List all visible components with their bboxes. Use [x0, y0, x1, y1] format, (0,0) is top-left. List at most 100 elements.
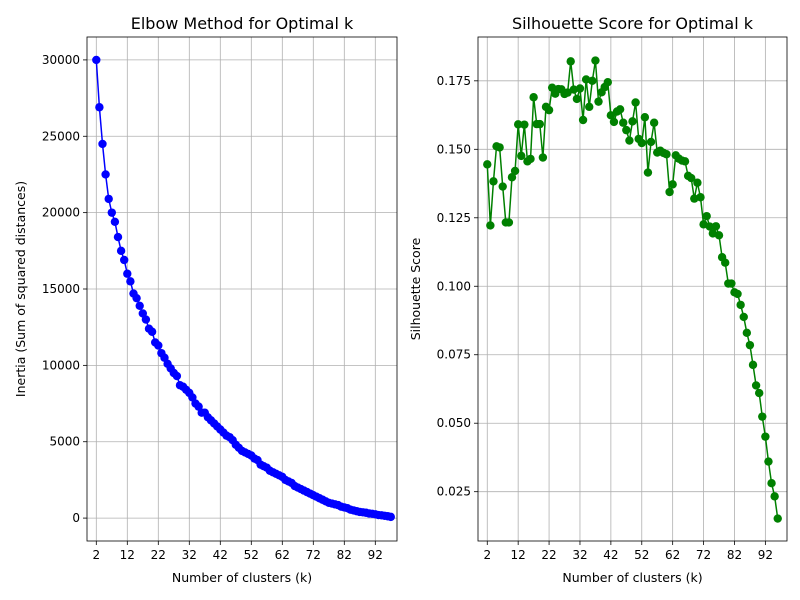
silhouette-y-tick-label: 0.100 — [437, 279, 471, 293]
elbow-data-point — [147, 327, 157, 336]
silhouette-data-point — [643, 168, 653, 177]
silhouette-chart-title: Silhouette Score for Optimal k — [512, 14, 754, 33]
elbow-x-tick-label: 72 — [306, 548, 321, 562]
elbow-data-point — [126, 277, 135, 286]
silhouette-data-point — [591, 56, 600, 65]
silhouette-plot-frame — [477, 36, 788, 542]
silhouette-data-point — [767, 479, 776, 488]
silhouette-data-point — [693, 178, 702, 187]
elbow-grid — [87, 37, 397, 541]
silhouette-chart-x-axis-label: Number of clusters (k) — [562, 570, 702, 585]
silhouette-data-point — [646, 137, 656, 147]
silhouette-y-tick-label: 0.050 — [437, 416, 471, 430]
elbow-data-point — [135, 301, 144, 310]
silhouette-data-point — [770, 492, 779, 501]
elbow-y-tick-label: 5000 — [49, 435, 80, 449]
silhouette-x-tick-label: 12 — [511, 548, 526, 562]
elbow-y-tick-label: 25000 — [42, 129, 80, 143]
elbow-y-tick-label: 10000 — [42, 358, 80, 372]
silhouette-data-point — [640, 113, 650, 122]
silhouette-chart-y-axis-label: Silhouette Score — [408, 237, 423, 340]
silhouette-data-point — [510, 166, 520, 176]
elbow-data-point — [92, 55, 101, 65]
silhouette-data-point — [736, 300, 745, 310]
silhouette-x-tick-label: 32 — [572, 548, 587, 562]
elbow-x-tick-label: 62 — [275, 548, 290, 562]
elbow-data-point — [101, 170, 110, 179]
elbow-chart-x-axis-label: Number of clusters (k) — [172, 570, 312, 585]
silhouette-x-tick-label: 62 — [665, 548, 680, 562]
silhouette-data-point — [535, 119, 544, 129]
silhouette-data-point — [609, 117, 619, 127]
elbow-x-tick-label: 12 — [120, 548, 135, 562]
silhouette-data-point — [606, 111, 616, 120]
silhouette-data-point — [538, 153, 548, 162]
elbow-x-tick-label: 42 — [213, 548, 228, 562]
elbow-data-point — [141, 315, 151, 324]
silhouette-data-point — [507, 173, 517, 182]
elbow-chart: Elbow Method for Optimal k Number of clu… — [13, 14, 398, 585]
silhouette-data-point — [504, 218, 514, 227]
silhouette-data-point — [575, 84, 585, 93]
elbow-plot-frame — [86, 36, 398, 542]
silhouette-data-point — [615, 105, 625, 114]
silhouette-y-tick-label: 0.025 — [437, 485, 471, 499]
silhouette-x-tick-label: 42 — [603, 548, 618, 562]
elbow-data-point — [132, 293, 141, 303]
elbow-x-tick-label: 52 — [244, 548, 259, 562]
elbow-y-tick-label: 0 — [72, 511, 80, 525]
elbow-x-tick-label: 22 — [151, 548, 166, 562]
silhouette-data-point — [517, 151, 526, 161]
silhouette-data-point — [761, 432, 770, 441]
elbow-ticks: 2 12 22 32 42 52 62 72 82 92 0 5000 10000 15000 20000 2… — [42, 53, 383, 562]
silhouette-data-point — [566, 57, 575, 66]
silhouette-data-point — [665, 187, 674, 197]
silhouette-data-point — [662, 150, 671, 159]
silhouette-data-point — [733, 289, 742, 299]
silhouette-data-point — [631, 98, 640, 107]
elbow-data-point — [110, 217, 120, 226]
silhouette-data-point — [696, 193, 705, 202]
silhouette-x-tick-label: 82 — [727, 548, 742, 562]
elbow-data-point — [116, 246, 126, 256]
elbow-y-tick-label: 30000 — [42, 53, 80, 67]
silhouette-data-point — [754, 388, 764, 398]
silhouette-data-point — [637, 138, 646, 148]
elbow-x-tick-label: 92 — [368, 548, 383, 562]
silhouette-data-point — [721, 258, 730, 267]
silhouette-data-point — [649, 118, 659, 127]
silhouette-data-point — [498, 182, 507, 191]
silhouette-y-tick-label: 0.150 — [437, 142, 471, 156]
silhouette-data-point — [625, 136, 634, 145]
silhouette-data-point — [727, 279, 736, 288]
silhouette-data-point — [526, 154, 535, 164]
silhouette-data-point — [544, 105, 554, 115]
silhouette-x-tick-label: 72 — [696, 548, 711, 562]
silhouette-data-point — [588, 76, 597, 86]
silhouette-data-point — [578, 115, 588, 125]
elbow-data-point — [113, 232, 123, 242]
silhouette-data-point — [687, 173, 696, 183]
silhouette-data-point — [628, 117, 637, 126]
silhouette-x-tick-label: 92 — [758, 548, 773, 562]
silhouette-y-tick-label: 0.075 — [437, 348, 471, 362]
silhouette-data-point — [751, 381, 761, 390]
silhouette-data-point — [622, 125, 631, 135]
elbow-data-point — [386, 512, 395, 522]
elbow-data-point — [154, 341, 163, 350]
silhouette-data-point — [572, 94, 582, 104]
silhouette-data-point — [711, 222, 721, 231]
silhouette-y-tick-label: 0.125 — [437, 211, 471, 225]
silhouette-data-point — [489, 177, 498, 186]
silhouette-data-point — [773, 514, 782, 523]
elbow-data-point — [104, 194, 113, 204]
elbow-x-tick-label: 2 — [92, 548, 100, 562]
elbow-data-point — [107, 208, 117, 217]
elbow-y-tick-label: 20000 — [42, 206, 80, 220]
silhouette-data-point — [569, 85, 578, 94]
silhouette-data-point — [585, 102, 594, 112]
silhouette-chart: Silhouette Score for Optimal k Number of… — [408, 14, 788, 585]
silhouette-data-point — [486, 221, 495, 230]
